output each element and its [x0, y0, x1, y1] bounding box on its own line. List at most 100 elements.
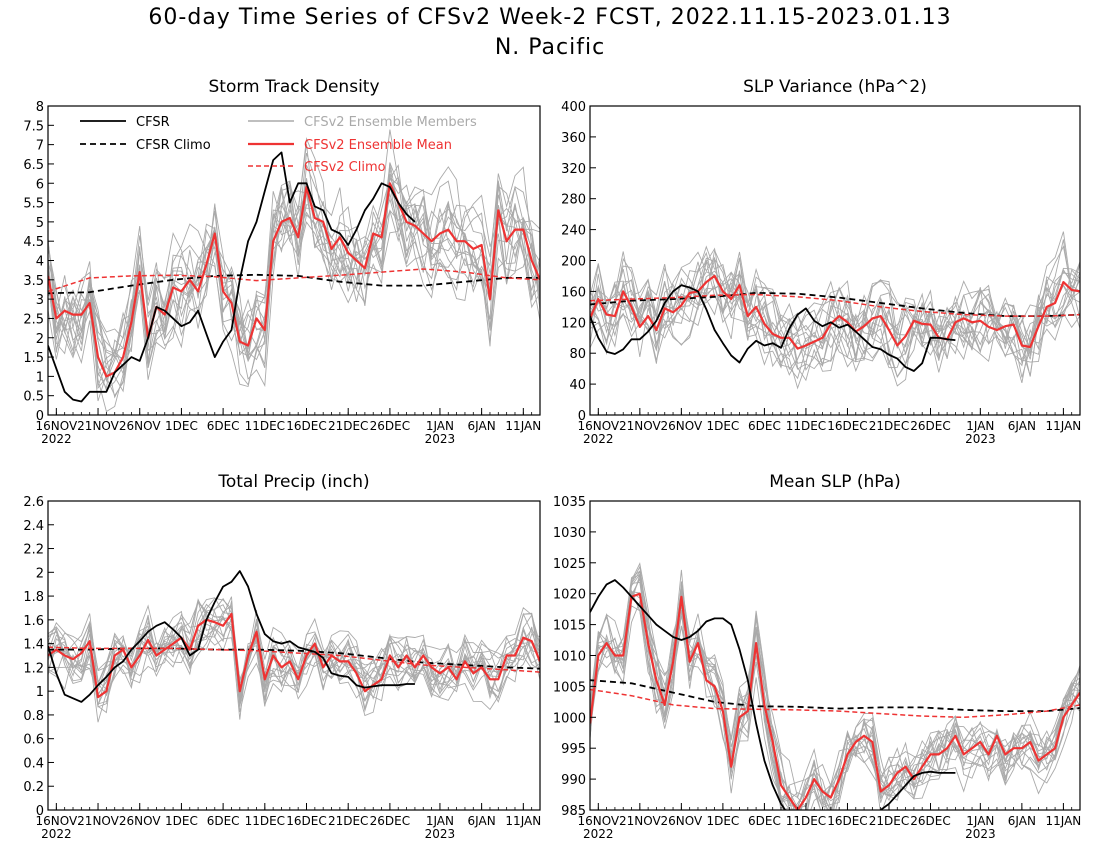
y-tick-label: 0.5 [23, 390, 44, 405]
panel-title: SLP Variance (hPa^2) [743, 77, 927, 97]
x-tick-label: 26DEC [910, 814, 950, 828]
x-tick-label: 6DEC [207, 419, 240, 433]
series-line-ens-mean [48, 182, 540, 378]
y-tick-label: 360 [561, 131, 586, 146]
x-tick-label: 21DEC [328, 814, 368, 828]
y-tick-label: 2.4 [23, 519, 44, 534]
x-tick-label: 11DEC [786, 419, 826, 433]
y-tick-label: 0 [36, 409, 44, 424]
panel-1: Storm Track Density 0 0.5 1 1.5 2 2.5 3 3.5 4 4.5 5… [23, 77, 541, 446]
x-tick-label: 26DEC [370, 814, 410, 828]
x-tick-label: 21DEC [869, 419, 909, 433]
series-line-cfsr [590, 284, 956, 372]
y-tick-label: 4 [36, 255, 44, 270]
y-tick-label: 1 [36, 685, 44, 700]
x-tick-label: 6JAN [468, 419, 496, 433]
x-tick-label: 1JAN [426, 419, 454, 433]
series-line-cfsr-climo [48, 273, 540, 295]
y-axis: 985 990 995 1000 1005 1010 1015 1020 1025 1030 103… [553, 495, 596, 819]
plot-area [48, 570, 540, 723]
x-tick-label: 21DEC [328, 419, 368, 433]
y-tick-label: 1035 [553, 495, 586, 510]
x-tick-year: 2022 [41, 827, 72, 841]
member-line [48, 176, 540, 359]
x-tick-label: 21DEC [869, 814, 909, 828]
series-line-cfsr [48, 570, 415, 703]
member-line [48, 176, 540, 367]
x-tick-label: 11JAN [505, 419, 541, 433]
series-line-cfsr-climo [590, 679, 1080, 712]
y-tick-label: 7 [36, 139, 44, 154]
x-tick-year: 2023 [965, 432, 996, 446]
plot-frame [47, 500, 541, 811]
plot-area [590, 562, 1080, 810]
panel-title: Storm Track Density [208, 77, 379, 97]
x-tick-label: 11JAN [505, 814, 541, 828]
member-line [48, 143, 540, 387]
y-tick-label: 1.2 [23, 661, 44, 676]
x-tick-label: 21NOV [77, 814, 119, 828]
legend: CFSR CFSR Climo CFSv2 Ensemble Members CFSv… [80, 115, 477, 175]
x-tick-label: 16NOV [35, 814, 77, 828]
member-line [590, 239, 1080, 378]
x-tick-year: 2023 [425, 827, 456, 841]
y-tick-label: 1010 [553, 650, 586, 665]
member-line [48, 611, 540, 717]
y-tick-label: 1005 [553, 680, 586, 695]
plot-frame [589, 105, 1081, 416]
series-line-cfsr [590, 579, 956, 810]
plot-area [48, 129, 540, 413]
series-line-ens-mean [48, 612, 540, 699]
panel-4: Mean SLP (hPa) 985 990 995 1000 1005 1010 1015 1… [553, 472, 1081, 841]
y-tick-label: 120 [561, 316, 586, 331]
panel-2: SLP Variance (hPa^2) 0 40 80 120 160 200 240 280… [561, 77, 1081, 446]
y-tick-label: 0.4 [23, 756, 44, 771]
y-tick-label: 1.6 [23, 614, 44, 629]
legend-label-members: CFSv2 Ensemble Members [304, 115, 477, 130]
y-axis: 0 40 80 120 160 200 240 280 320 360 400 [561, 100, 596, 424]
x-tick-label: 16DEC [827, 419, 867, 433]
member-line [48, 182, 540, 390]
y-tick-label: 2 [36, 332, 44, 347]
y-tick-label: 1.4 [23, 638, 44, 653]
figure-subtitle: N. Pacific [494, 35, 606, 60]
x-tick-label: 1DEC [706, 814, 739, 828]
series-line-ens-mean [590, 274, 1080, 350]
y-tick-label: 320 [561, 162, 586, 177]
y-tick-label: 240 [561, 224, 586, 239]
y-tick-label: 200 [561, 255, 586, 270]
y-tick-label: 1030 [553, 526, 586, 541]
y-tick-label: 0 [578, 409, 586, 424]
x-tick-label: 16NOV [577, 814, 619, 828]
x-tick-label: 21NOV [619, 419, 661, 433]
figure-title: 60-day Time Series of CFSv2 Week-2 FCST,… [148, 5, 952, 30]
legend-label-cfsv2-climo: CFSv2 Climo [304, 160, 386, 175]
series-line-cfsv2-climo [590, 293, 1080, 317]
panel-title: Total Precip (inch) [217, 472, 369, 492]
x-tick-label: 11DEC [245, 814, 285, 828]
x-tick-label: 26NOV [661, 814, 703, 828]
y-tick-label: 40 [569, 378, 586, 393]
legend-label-cfsr: CFSR [136, 115, 170, 130]
y-tick-label: 2 [36, 566, 44, 581]
x-tick-label: 21NOV [77, 419, 119, 433]
legend-label-ens-mean: CFSv2 Ensemble Mean [304, 138, 452, 153]
y-tick-label: 280 [561, 193, 586, 208]
x-tick-label: 26DEC [370, 419, 410, 433]
x-tick-label: 26DEC [910, 419, 950, 433]
x-tick-year: 2022 [583, 432, 614, 446]
y-tick-label: 0.6 [23, 733, 44, 748]
y-tick-label: 2.2 [23, 543, 44, 558]
y-tick-label: 1000 [553, 711, 586, 726]
series-line-ens-mean [590, 592, 1080, 810]
x-tick-label: 6JAN [1008, 419, 1036, 433]
x-tick-label: 6DEC [748, 419, 781, 433]
x-tick-label: 11JAN [1045, 814, 1081, 828]
y-tick-label: 990 [561, 773, 586, 788]
member-line [48, 152, 540, 388]
series-line-cfsr [48, 151, 416, 403]
